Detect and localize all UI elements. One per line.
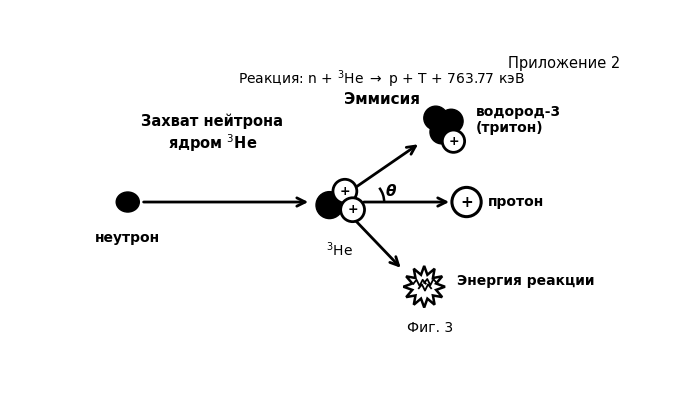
Ellipse shape xyxy=(116,192,139,212)
Text: +: + xyxy=(448,135,458,148)
Text: θ: θ xyxy=(385,184,396,199)
Text: Фиг. 3: Фиг. 3 xyxy=(407,320,453,335)
Text: Эммисия: Эммисия xyxy=(344,92,420,107)
Text: Реакция: n + $^3$He $\rightarrow$ p + T + 763.77 кэВ: Реакция: n + $^3$He $\rightarrow$ p + T … xyxy=(239,69,525,90)
Circle shape xyxy=(341,198,365,222)
Text: +: + xyxy=(340,185,350,198)
Text: +: + xyxy=(460,195,473,209)
Text: протон: протон xyxy=(488,195,545,209)
Circle shape xyxy=(452,188,481,217)
Circle shape xyxy=(439,109,463,133)
Circle shape xyxy=(430,120,454,144)
Text: водород-3
(тритон): водород-3 (тритон) xyxy=(476,104,561,135)
Circle shape xyxy=(442,130,465,152)
Text: Захват нейтрона
ядром $^3$He: Захват нейтрона ядром $^3$He xyxy=(141,114,284,154)
Text: Приложение 2: Приложение 2 xyxy=(508,56,621,71)
Polygon shape xyxy=(403,266,445,308)
Text: $^3$He: $^3$He xyxy=(326,240,353,259)
Text: неутрон: неутрон xyxy=(95,231,160,245)
Circle shape xyxy=(316,192,343,218)
Text: +: + xyxy=(347,203,358,216)
Text: Энергия реакции: Энергия реакции xyxy=(456,273,594,287)
Circle shape xyxy=(333,179,357,203)
Circle shape xyxy=(424,106,448,130)
